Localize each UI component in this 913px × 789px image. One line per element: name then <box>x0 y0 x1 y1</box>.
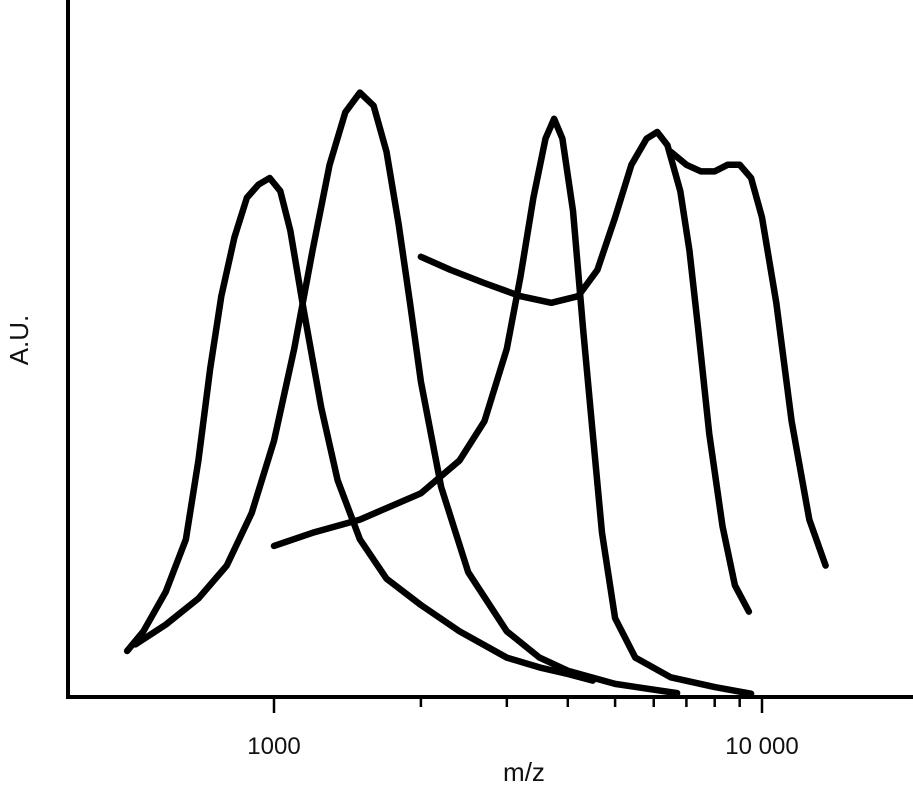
series-line-4 <box>417 128 753 615</box>
series-line-3 <box>270 115 755 697</box>
series-line-5 <box>667 148 829 569</box>
x-axis-title: m/z <box>503 757 545 787</box>
series-layer <box>123 89 829 697</box>
x-tick-layer: 1000 10 000 <box>247 697 799 760</box>
y-axis-title: A.U. <box>4 315 34 366</box>
series-line-2 <box>132 89 681 697</box>
x-tick-label: 10 000 <box>725 733 798 760</box>
x-tick-label: 1000 <box>247 733 300 760</box>
series-line-1 <box>123 174 597 684</box>
